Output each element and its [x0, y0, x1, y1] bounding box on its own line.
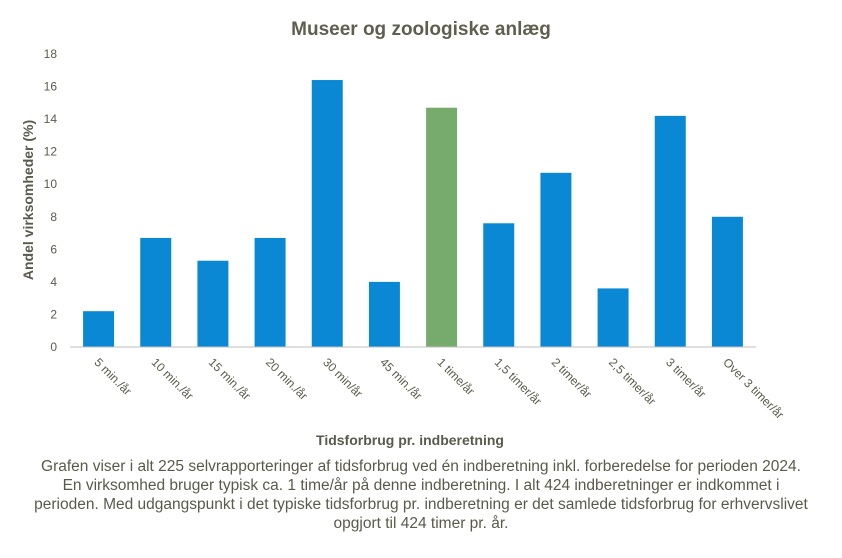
y-tick-label: 4 — [50, 275, 57, 289]
x-tick-label: 2 timer/år — [549, 355, 595, 401]
y-tick-label: 6 — [50, 242, 57, 256]
y-tick-label: 0 — [50, 340, 57, 354]
y-tick-label: 18 — [44, 47, 58, 61]
y-tick-label: 16 — [44, 80, 58, 94]
x-tick-label: 15 min./år — [206, 355, 254, 403]
x-tick-label: 5 min./år — [91, 355, 134, 398]
x-tick-label: 30 min/år — [320, 355, 365, 400]
bar — [711, 216, 743, 347]
y-tick-label: 8 — [50, 210, 57, 224]
y-axis-label: Andel virksomheder (%) — [20, 120, 36, 280]
x-axis-label: Tidsforbrug pr. indberetning — [316, 432, 504, 448]
x-tick-label: Over 3 timer/år — [720, 355, 786, 421]
bar — [83, 311, 115, 347]
bar — [197, 260, 229, 347]
bar — [654, 115, 686, 347]
x-tick-label: 1,5 timer/år — [492, 355, 545, 408]
bar — [254, 237, 286, 347]
chart-title: Museer og zoologiske anlæg — [291, 19, 551, 40]
x-tick-label: 2,5 timer/år — [606, 355, 659, 408]
x-tick-label: 45 min./år — [377, 355, 425, 403]
y-tick-label: 2 — [50, 307, 57, 321]
x-tick-label: 10 min./år — [149, 355, 197, 403]
bar — [140, 237, 172, 347]
x-tick-label: 1 time/år — [434, 355, 477, 398]
bar — [426, 107, 458, 347]
y-tick-label: 12 — [44, 145, 58, 159]
bar — [540, 172, 572, 347]
x-tick-label: 3 timer/år — [663, 355, 709, 401]
x-tick-label: 20 min./år — [263, 355, 311, 403]
bar — [483, 223, 515, 347]
bar — [311, 80, 343, 348]
bar — [368, 281, 400, 347]
y-tick-label: 14 — [44, 112, 58, 126]
y-tick-label: 10 — [44, 177, 58, 191]
bar — [597, 288, 629, 347]
chart-caption: Grafen viser i alt 225 selvrapporteringe… — [34, 458, 808, 532]
